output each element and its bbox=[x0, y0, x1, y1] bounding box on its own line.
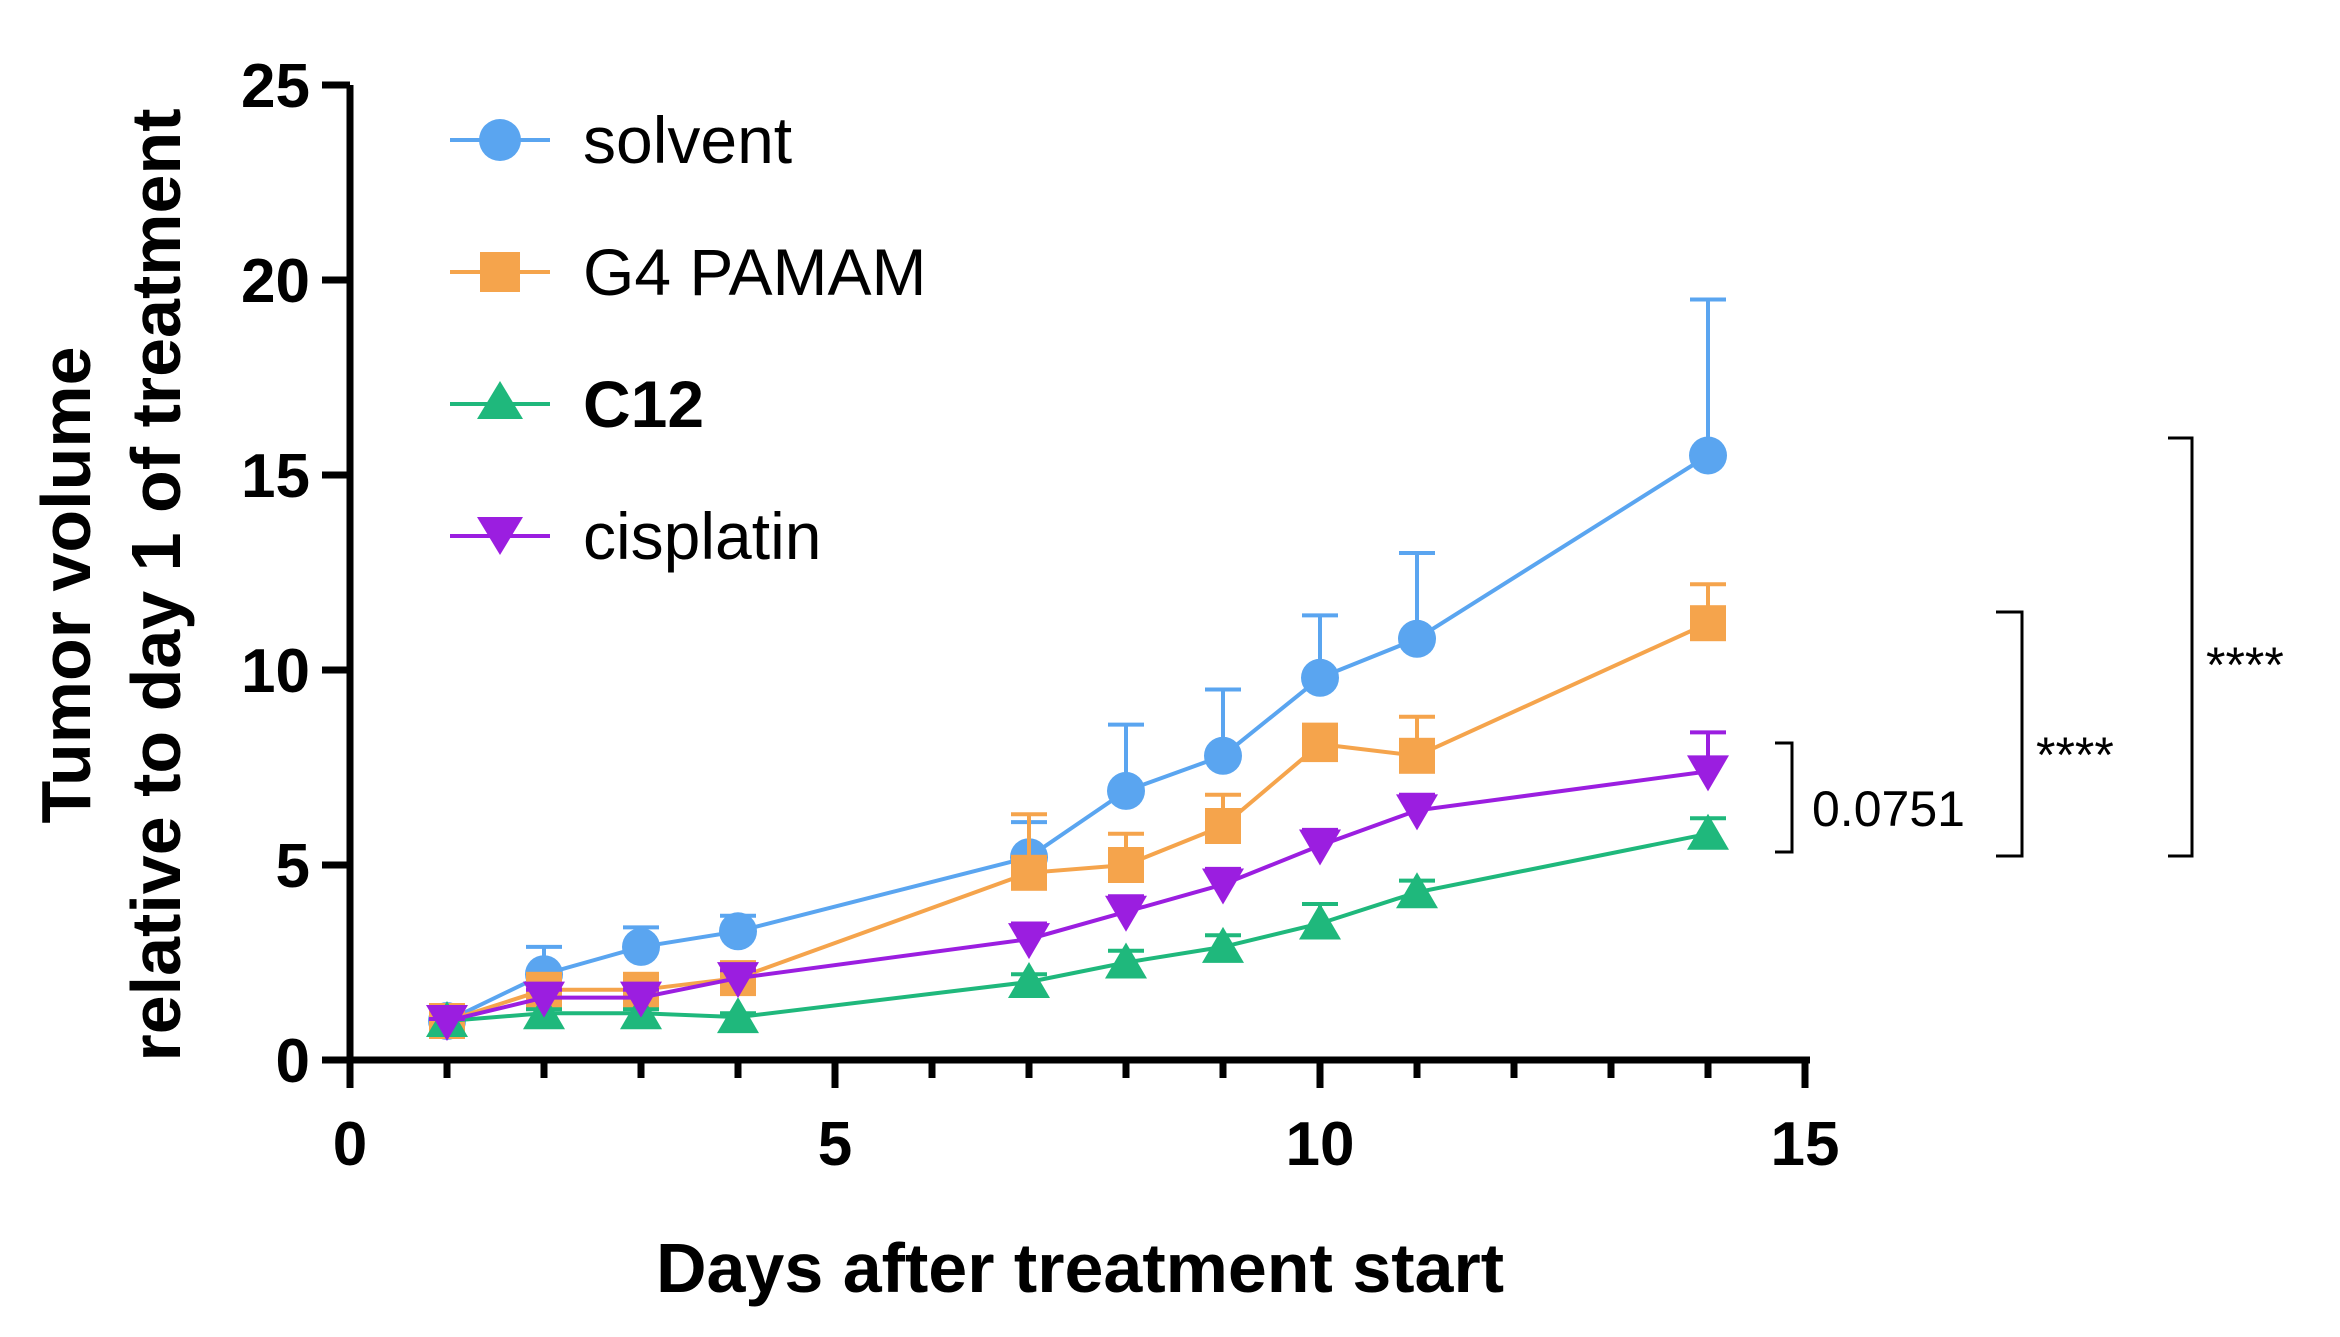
y-ticks: 0 5 10 15 20 25 bbox=[241, 52, 350, 1096]
point-cisplatin-5 bbox=[1105, 895, 1147, 932]
bracket-line-1 bbox=[1775, 741, 1794, 854]
point-cisplatin-0 bbox=[426, 1005, 468, 1041]
y-axis-label-line1: Tumor volume bbox=[27, 346, 105, 823]
bracket-text-3: **** bbox=[2206, 637, 2284, 693]
point-cisplatin-4 bbox=[1008, 923, 1050, 960]
point-cisplatin-9 bbox=[1687, 755, 1729, 792]
x-ticks: 0 5 10 15 bbox=[333, 1060, 1840, 1179]
point-cisplatin-7 bbox=[1299, 829, 1341, 866]
y-tick-label-5: 5 bbox=[276, 832, 310, 901]
point-solvent-6 bbox=[1204, 736, 1242, 775]
bracket-line-3 bbox=[2168, 436, 2194, 858]
axes bbox=[346, 85, 1810, 1064]
point-c12-3 bbox=[717, 997, 759, 1034]
x-tick-label-10: 10 bbox=[1286, 1110, 1355, 1179]
series-line-solvent bbox=[446, 453, 1710, 1023]
x-tick-label-0: 0 bbox=[333, 1110, 367, 1179]
legend-label-solvent: solvent bbox=[583, 103, 792, 177]
point-c12-5 bbox=[1105, 942, 1147, 979]
legend: solvent G4 PAMAM C12 cisplatin bbox=[450, 103, 927, 573]
series-line-cisplatin bbox=[446, 769, 1709, 1023]
point-c12-7 bbox=[1299, 903, 1341, 940]
legend-label-c12: C12 bbox=[583, 367, 704, 441]
point-cisplatin-6 bbox=[1202, 868, 1244, 905]
bracket-g4pamam-vs-c12: **** bbox=[1996, 610, 2114, 858]
legend-label-cisplatin: cisplatin bbox=[583, 499, 821, 573]
point-solvent-5 bbox=[1107, 771, 1145, 810]
x-tick-label-15: 15 bbox=[1771, 1110, 1840, 1179]
point-c12-4 bbox=[1008, 962, 1050, 998]
legend-marker-solvent bbox=[479, 119, 521, 161]
point-g4-pamam-6 bbox=[1205, 808, 1241, 844]
y-tick-label-25: 25 bbox=[241, 52, 310, 121]
bracket-cisplatin-vs-c12: 0.0751 bbox=[1775, 741, 1965, 854]
point-c12-6 bbox=[1202, 926, 1244, 963]
series-cisplatin bbox=[426, 730, 1729, 1041]
point-g4-pamam-7 bbox=[1302, 726, 1338, 763]
legend-item-c12: C12 bbox=[450, 367, 704, 441]
point-g4-pamam-9 bbox=[1690, 605, 1726, 642]
bracket-solvent-vs-c12: **** bbox=[2168, 436, 2284, 858]
legend-item-solvent: solvent bbox=[450, 103, 792, 177]
y-tick-label-0: 0 bbox=[276, 1027, 310, 1096]
legend-label-g4-pamam: G4 PAMAM bbox=[583, 235, 927, 309]
x-axis-label: Days after treatment start bbox=[656, 1229, 1504, 1307]
y-tick-label-15: 15 bbox=[241, 442, 310, 511]
significance-annotations: 0.0751 **** **** bbox=[1775, 436, 2284, 858]
point-solvent-2 bbox=[622, 927, 660, 966]
legend-marker-g4-pamam bbox=[480, 252, 520, 292]
point-cisplatin-3 bbox=[717, 962, 759, 999]
series-layer bbox=[426, 297, 1729, 1041]
point-c12-8 bbox=[1396, 872, 1438, 909]
y-tick-label-10: 10 bbox=[241, 637, 310, 706]
point-g4-pamam-8 bbox=[1399, 737, 1435, 774]
legend-item-cisplatin: cisplatin bbox=[450, 499, 821, 573]
point-g4-pamam-5 bbox=[1108, 847, 1144, 883]
y-axis-label-line2: relative to day 1 of treatment bbox=[117, 108, 195, 1061]
point-solvent-8 bbox=[1398, 619, 1436, 658]
legend-marker-cisplatin bbox=[477, 517, 523, 555]
bracket-line-2 bbox=[1996, 610, 2024, 858]
bracket-text-1: 0.0751 bbox=[1812, 781, 1965, 837]
x-tick-label-5: 5 bbox=[818, 1110, 852, 1179]
point-cisplatin-8 bbox=[1396, 794, 1438, 831]
series-line-c12 bbox=[446, 831, 1709, 1023]
point-solvent-3 bbox=[719, 912, 757, 951]
point-solvent-7 bbox=[1301, 658, 1339, 697]
point-c12-9 bbox=[1687, 813, 1729, 850]
y-tick-label-20: 20 bbox=[241, 247, 310, 316]
point-cisplatin-2 bbox=[620, 981, 662, 1018]
point-solvent-9 bbox=[1689, 436, 1727, 475]
point-g4-pamam-4 bbox=[1011, 854, 1047, 891]
point-cisplatin-1 bbox=[523, 981, 565, 1018]
legend-marker-c12 bbox=[477, 381, 523, 419]
series-line-g4-pamam bbox=[446, 621, 1709, 1023]
legend-item-g4-pamam: G4 PAMAM bbox=[450, 235, 927, 309]
bracket-text-2: **** bbox=[2036, 727, 2114, 783]
